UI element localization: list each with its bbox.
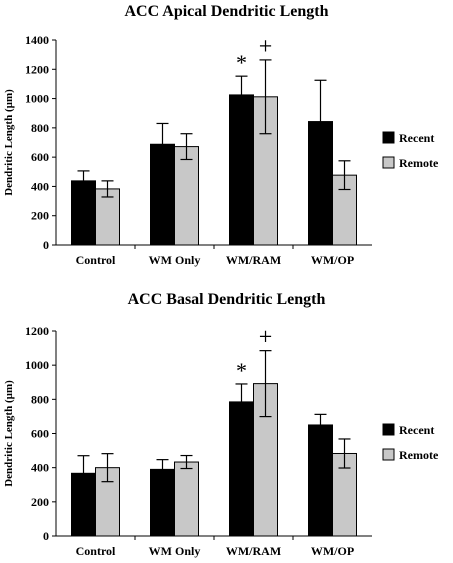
bar bbox=[150, 468, 175, 537]
y-tick-label: 800 bbox=[31, 392, 49, 406]
y-tick-label: 200 bbox=[31, 209, 49, 223]
y-axis-label: Dendritic Length (µm) bbox=[3, 380, 15, 487]
significance-marker: * bbox=[236, 50, 247, 75]
y-tick-label: 0 bbox=[43, 238, 49, 252]
legend-swatch bbox=[382, 131, 395, 144]
y-tick-label: 200 bbox=[31, 495, 49, 509]
chart-title: ACC Apical Dendritic Length bbox=[124, 3, 329, 20]
basal-chart-panel: ACC Basal Dendritic Length 0 200 400 600 800… bbox=[0, 288, 453, 563]
x-tick-label: WM Only bbox=[149, 253, 201, 267]
significance-marker: * bbox=[236, 358, 247, 383]
y-tick-label: 0 bbox=[43, 529, 49, 543]
x-tick-label: WM/OP bbox=[311, 544, 354, 558]
y-tick-label: 600 bbox=[31, 427, 49, 441]
legend-swatch bbox=[382, 423, 395, 436]
x-tick-label: Control bbox=[76, 544, 116, 558]
legend-label: Recent bbox=[399, 131, 434, 145]
significance-marker: + bbox=[259, 325, 273, 351]
y-tick-label: 400 bbox=[31, 461, 49, 475]
legend-label: Remote bbox=[399, 448, 439, 462]
bar bbox=[308, 424, 333, 537]
chart-title: ACC Basal Dendritic Length bbox=[127, 291, 326, 308]
x-tick-label: WM Only bbox=[149, 544, 201, 558]
apical-chart-panel: ACC Apical Dendritic Length 0 200 400 600 80… bbox=[3, 3, 439, 267]
bar bbox=[229, 401, 254, 537]
x-tick-label: Control bbox=[76, 253, 116, 267]
basal-chart: 0 200 400 600 800 1000 1200 Dendritic Length (µ… bbox=[3, 324, 439, 558]
y-tick-label: 1000 bbox=[25, 358, 49, 372]
legend-label: Remote bbox=[399, 156, 439, 170]
y-tick-label: 1000 bbox=[25, 92, 49, 106]
y-tick-label: 600 bbox=[31, 150, 49, 164]
y-tick-label: 1200 bbox=[25, 62, 49, 76]
bar bbox=[95, 188, 120, 246]
legend-label: Recent bbox=[399, 423, 434, 437]
y-tick-label: 1200 bbox=[25, 324, 49, 338]
legend-swatch bbox=[382, 448, 395, 461]
x-tick-label: WM/RAM bbox=[226, 544, 281, 558]
y-tick-label: 800 bbox=[31, 121, 49, 135]
y-axis-label: Dendritic Length (µm) bbox=[3, 89, 15, 196]
x-tick-label: WM/RAM bbox=[226, 253, 281, 267]
bar bbox=[174, 146, 199, 246]
y-tick-label: 400 bbox=[31, 179, 49, 193]
apical-chart: 0 200 400 600 800 1000 1200 1400 Dendritic Lengt… bbox=[3, 33, 439, 267]
x-tick-label: WM/OP bbox=[311, 253, 354, 267]
significance-marker: + bbox=[259, 34, 273, 60]
bar bbox=[229, 94, 254, 246]
legend-swatch bbox=[382, 156, 395, 169]
y-tick-label: 1400 bbox=[25, 33, 49, 47]
bar bbox=[174, 461, 199, 537]
